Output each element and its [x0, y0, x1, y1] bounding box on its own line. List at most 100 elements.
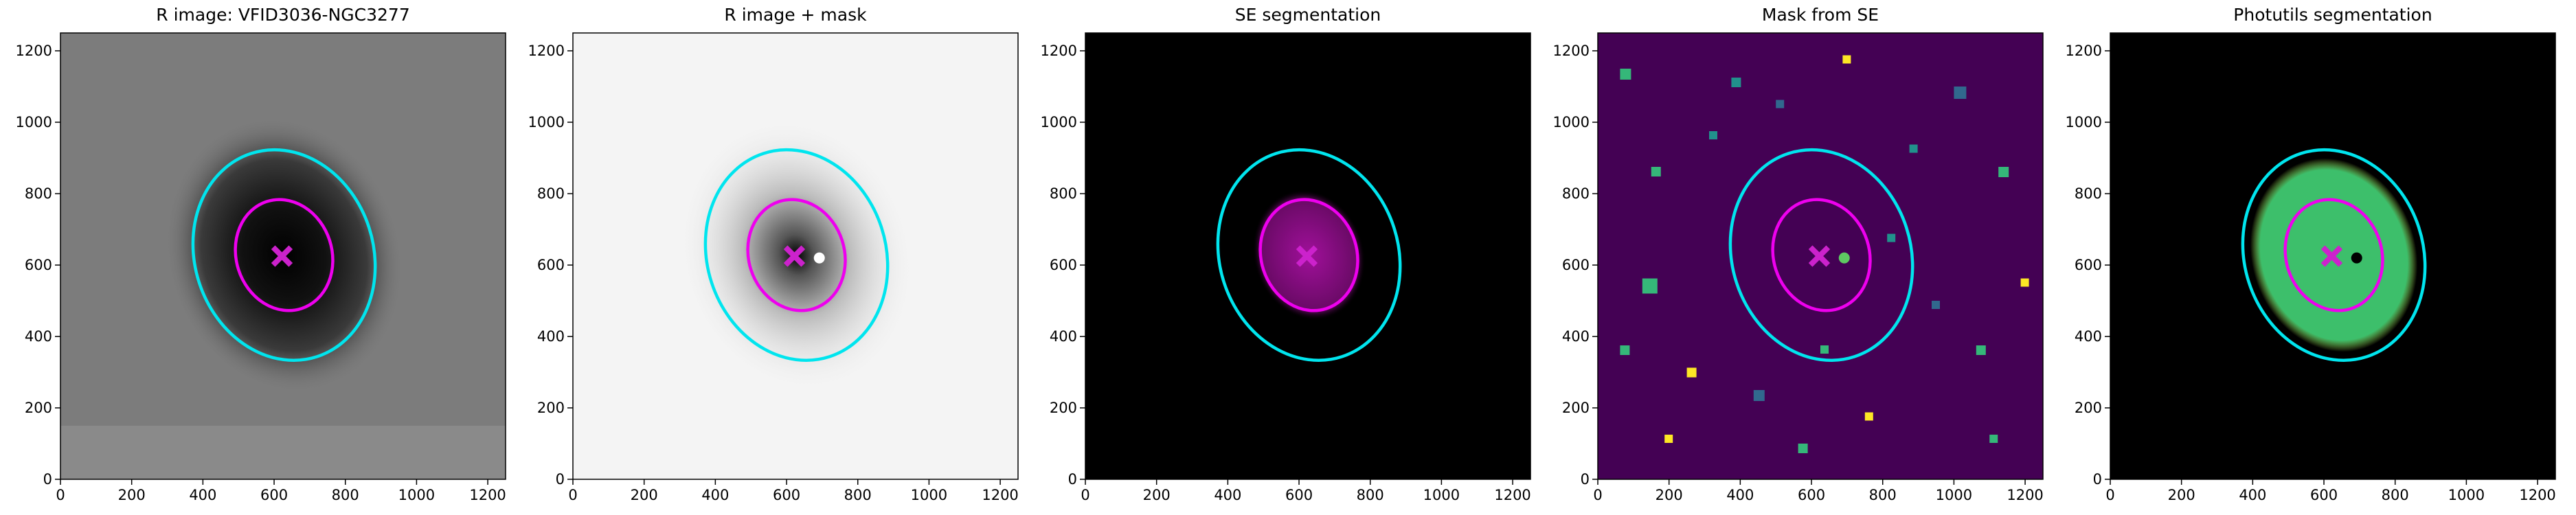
x-tick-label: 800	[332, 487, 359, 503]
mask-region	[1887, 233, 1896, 242]
x-tick-label: 600	[1798, 487, 1825, 503]
image-area	[60, 33, 506, 479]
x-tick-label: 1000	[1936, 487, 1972, 503]
x-tick-label: 800	[2382, 487, 2409, 503]
x-tick-label: 1000	[398, 487, 435, 503]
panel-title: SE segmentation	[1235, 5, 1381, 25]
y-tick-label: 800	[2075, 185, 2102, 202]
mask-region	[1642, 278, 1658, 294]
panel-title: R image + mask	[724, 5, 867, 25]
x-tick-label: 200	[118, 487, 146, 503]
panel: SE segmentation 0 200 400 600 800 1000 1200 0 200…	[1041, 5, 1531, 503]
x-tick-label: 1000	[2448, 487, 2485, 503]
y-tick-label: 600	[25, 257, 52, 273]
y-tick-label: 1000	[1553, 114, 1590, 130]
aperture-ellipse	[1258, 198, 1359, 312]
image-area	[1085, 33, 1530, 479]
x-tick-label: 400	[189, 487, 216, 503]
y-tick-label: 800	[25, 185, 52, 202]
panel: Mask from SE 0 200 400 600 800 1000 1200 0 200 400…	[1553, 5, 2044, 503]
x-tick-label: 800	[1357, 487, 1384, 503]
y-tick-label: 400	[2075, 328, 2102, 345]
panel-title: Photutils segmentation	[2233, 5, 2432, 25]
mask-region	[1620, 69, 1631, 80]
axes-frame	[60, 32, 506, 480]
y-tick-label: 600	[1562, 257, 1590, 273]
x-tick-label: 200	[1656, 487, 1683, 503]
mask-region	[1998, 167, 2009, 177]
mask-region	[1686, 367, 1697, 378]
panel: R image + mask 0 200 400 600 800 1000 1200 0 200 4…	[528, 5, 1019, 503]
mask-region	[1651, 167, 1661, 176]
x-tick-label: 600	[773, 487, 800, 503]
aperture-ellipse	[1771, 198, 1872, 312]
x-tick-label: 1200	[469, 487, 506, 503]
aperture-ellipse	[234, 198, 335, 312]
panel: Photutils segmentation 0 200 400 600 800 1000 1…	[2066, 5, 2556, 503]
center-marker	[1808, 245, 1831, 267]
aperture-ellipse	[2241, 148, 2427, 362]
mask-region	[1620, 345, 1630, 355]
x-tick-label: 200	[2168, 487, 2195, 503]
y-tick-label: 0	[556, 471, 565, 488]
companion-point	[813, 252, 825, 264]
x-tick-label: 1000	[911, 487, 947, 503]
panel-title: R image: VFID3036-NGC3277	[156, 5, 409, 25]
aperture-ellipse	[2283, 198, 2384, 312]
axes-frame	[1085, 32, 1531, 480]
mask-region	[1820, 345, 1829, 354]
y-tick-label: 400	[1562, 328, 1590, 345]
companion-point	[1838, 252, 1850, 264]
axes-frame	[2110, 32, 2556, 480]
aperture-ellipse	[191, 148, 377, 362]
x-tick-label: 800	[1869, 487, 1897, 503]
mask-region	[2020, 278, 2029, 287]
y-tick-label: 400	[1050, 328, 1077, 345]
mask-region	[1776, 100, 1785, 108]
y-tick-label: 800	[1562, 185, 1590, 202]
y-tick-label: 0	[2093, 471, 2102, 488]
aperture-ellipse	[1216, 148, 1402, 362]
center-marker	[1296, 245, 1318, 267]
x-tick-label: 400	[1214, 487, 1241, 503]
aperture-ellipse	[746, 198, 847, 312]
panel-title: Mask from SE	[1762, 5, 1879, 25]
mask-region	[1664, 435, 1673, 443]
y-tick-label: 600	[537, 257, 565, 273]
x-tick-label: 0	[568, 487, 577, 503]
x-tick-label: 1200	[1494, 487, 1530, 503]
y-tick-label: 600	[1050, 257, 1077, 273]
y-tick-label: 800	[537, 185, 565, 202]
mask-region	[1753, 390, 1765, 401]
mask-region	[1976, 345, 1986, 355]
mask-region	[1932, 301, 1940, 309]
x-tick-label: 1200	[982, 487, 1018, 503]
x-tick-label: 800	[844, 487, 872, 503]
y-tick-label: 600	[2075, 257, 2102, 273]
x-tick-label: 600	[2310, 487, 2338, 503]
mask-region	[1864, 412, 1873, 421]
x-tick-label: 0	[2105, 487, 2114, 503]
y-tick-label: 0	[1581, 471, 1590, 488]
y-tick-label: 1000	[1041, 114, 1077, 130]
aperture-ellipse	[1728, 148, 1914, 362]
y-tick-label: 1200	[2066, 43, 2102, 59]
x-tick-label: 600	[260, 487, 288, 503]
axes-frame	[1597, 32, 2044, 480]
x-tick-label: 400	[701, 487, 729, 503]
x-tick-label: 1000	[1423, 487, 1460, 503]
y-tick-label: 1000	[528, 114, 565, 130]
x-tick-label: 600	[1285, 487, 1313, 503]
image-area	[573, 33, 1018, 479]
y-tick-label: 0	[1068, 471, 1077, 488]
mask-region	[1709, 131, 1717, 139]
x-tick-label: 200	[1143, 487, 1171, 503]
mask-region	[1954, 87, 1967, 99]
x-tick-label: 400	[2239, 487, 2266, 503]
mask-region	[1989, 435, 1998, 443]
bottom-band	[60, 426, 506, 479]
y-tick-label: 200	[1562, 400, 1590, 416]
y-tick-label: 400	[25, 328, 52, 345]
